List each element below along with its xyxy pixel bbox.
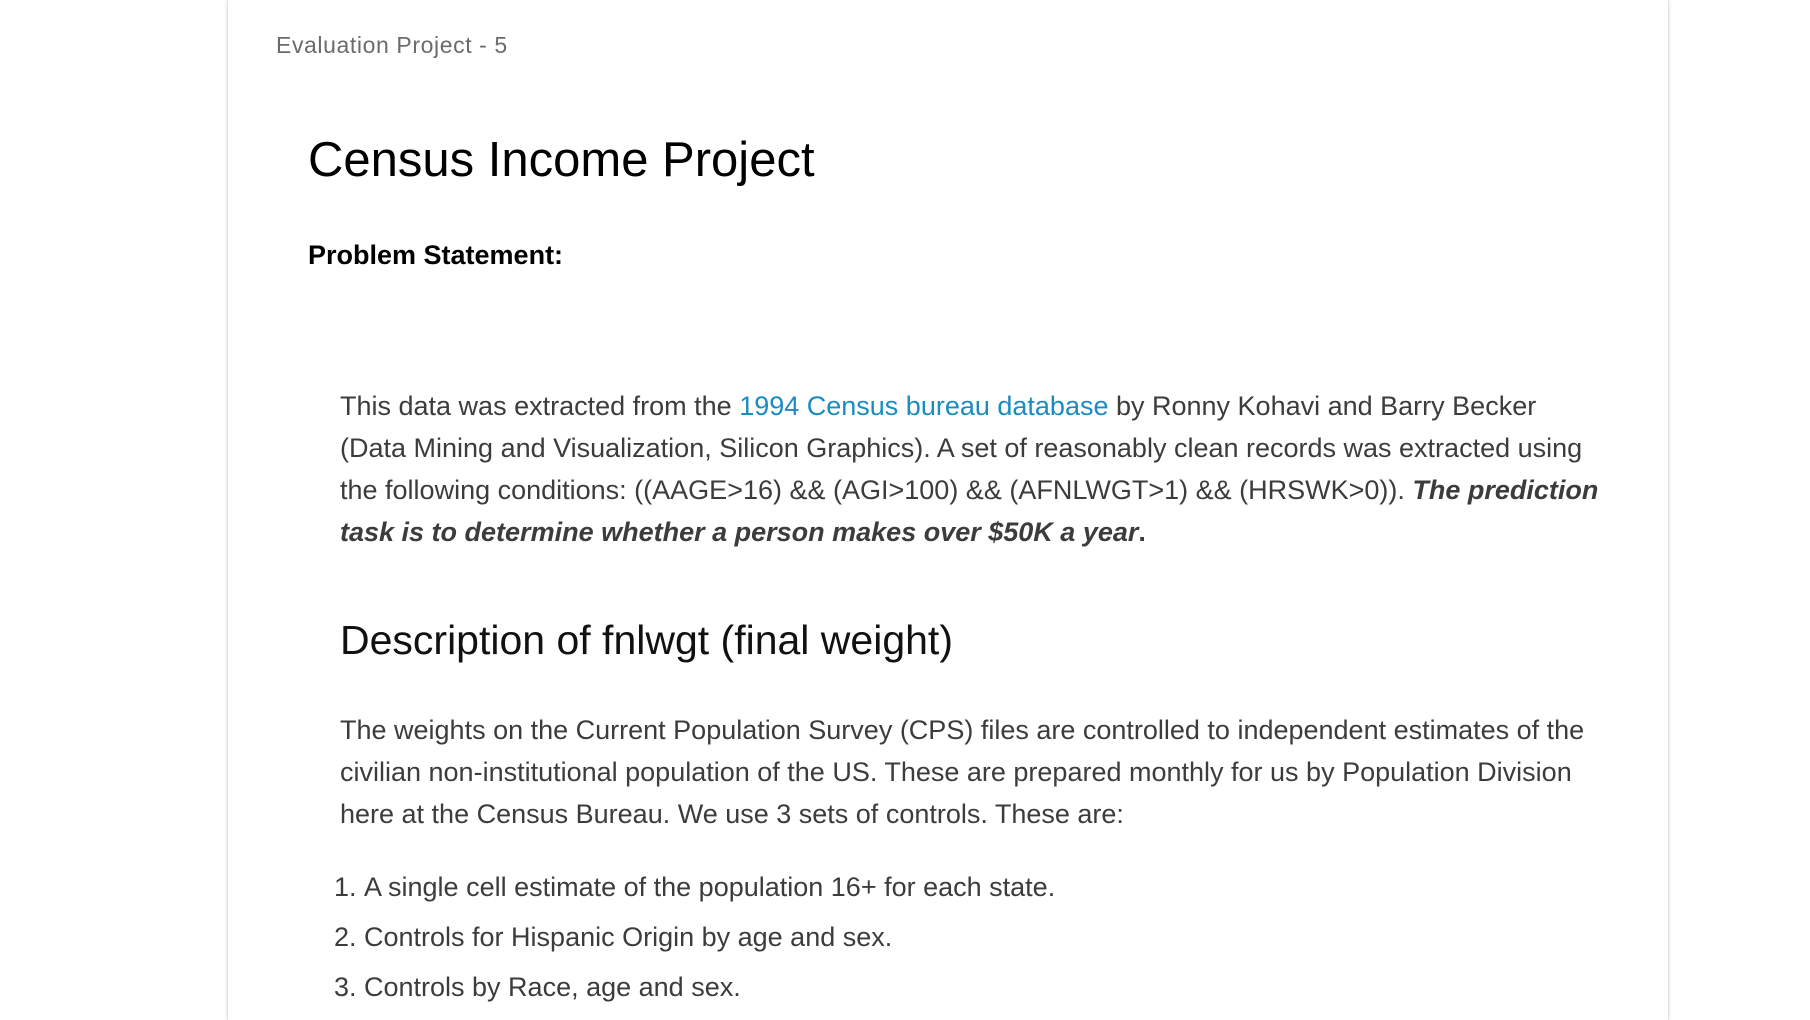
intro-text-after-link: by Ronny Kohavi and Barry Becker (Data M… — [340, 391, 1583, 505]
intro-trailing-period: . — [1138, 517, 1146, 547]
fnlwgt-description-paragraph: The weights on the Current Population Su… — [340, 715, 1585, 829]
document-page: Evaluation Project - 5 Census Income Pro… — [228, 0, 1668, 1020]
fnlwgt-section-heading: Description of fnlwgt (final weight) — [340, 617, 953, 663]
intro-paragraph: This data was extracted from the 1994 Ce… — [340, 385, 1600, 553]
controls-list: A single cell estimate of the population… — [336, 869, 1055, 1019]
list-item: A single cell estimate of the population… — [364, 869, 1055, 919]
prediction-task-emphasis: The prediction task is to determine whet… — [340, 475, 1599, 547]
list-item: Controls by Race, age and sex. — [364, 969, 1055, 1019]
list-item: Controls for Hispanic Origin by age and … — [364, 919, 1055, 969]
census-database-link[interactable]: 1994 Census bureau database — [739, 391, 1109, 421]
problem-statement-heading: Problem Statement: — [308, 240, 564, 270]
page-header-label: Evaluation Project - 5 — [276, 32, 508, 58]
intro-text-before-link: This data was extracted from the — [340, 391, 740, 421]
document-title: Census Income Project — [308, 133, 815, 187]
